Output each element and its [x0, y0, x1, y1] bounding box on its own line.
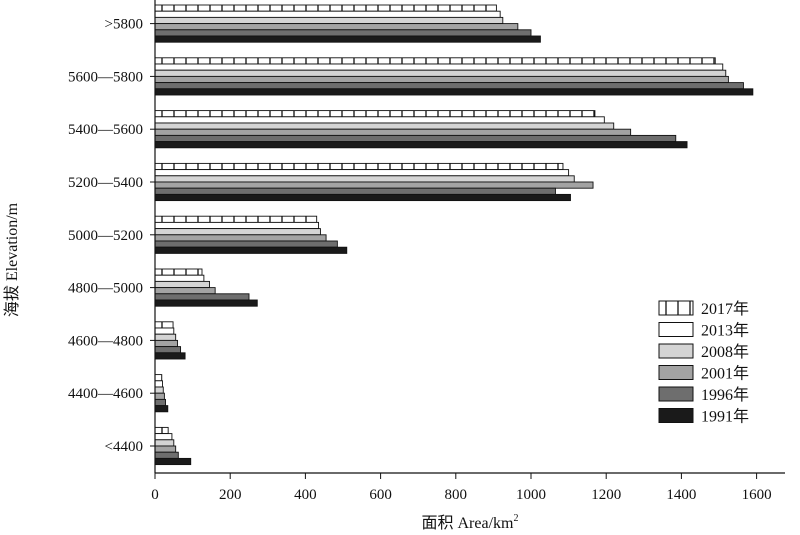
bar-1991年-5000—5200 [154, 246, 348, 254]
bar-1991年-4600—4800 [154, 352, 186, 360]
bar-1991年-5600—5800 [154, 88, 754, 96]
bar-2017年-5200—5400 [154, 162, 564, 171]
bar-1991年-5200—5400 [154, 193, 571, 202]
category-labels: >5800 5600—5800 5400—5600 5200—5400 5000—520… [68, 17, 155, 455]
bar-2001年-4600—4800 [154, 339, 179, 348]
bar-1991年-4800—5000 [154, 299, 258, 307]
category-label: <4400 [105, 439, 143, 455]
bar-2017年-4600—4800 [154, 321, 174, 329]
bar-2001年-5200—5400 [154, 181, 594, 189]
category-label: 5600—5800 [68, 69, 143, 85]
bar-2001年-5600—5800 [154, 75, 729, 84]
category-label: 4800—5000 [68, 281, 143, 297]
bar-1991年-4400—4600 [154, 405, 169, 413]
x-tick-label: 1400 [666, 487, 696, 503]
bar-1996年-5000—5200 [154, 240, 338, 248]
bar-2017年-5000—5200 [154, 215, 318, 223]
bar-2013年->5800 [154, 10, 501, 18]
bar-2001年->5800 [154, 23, 519, 31]
x-tick-label: 800 [445, 487, 468, 503]
x-tick-label: 0 [151, 487, 159, 503]
bar-2017年->5800 [154, 4, 497, 12]
bar-1991年-<4400 [154, 457, 192, 466]
legend-label: 1996年 [701, 386, 749, 404]
bar-2013年-5600—5800 [154, 63, 724, 71]
legend-label: 2013年 [701, 322, 749, 340]
bar-1996年-5600—5800 [154, 82, 744, 90]
bar-2013年-4800—5000 [154, 274, 205, 282]
bar-1991年->5800 [154, 35, 541, 43]
legend-swatch [658, 408, 694, 423]
x-axis-title: 面积 Area/km2 [422, 513, 519, 532]
category-label: 5400—5600 [68, 122, 143, 138]
bar-2017年-5600—5800 [154, 57, 716, 65]
bar-1996年-4400—4600 [154, 398, 166, 407]
bar-2013年-4600—4800 [154, 327, 175, 335]
y-axis-title: 海拔 Elevation/m [3, 202, 21, 317]
legend-label: 2008年 [701, 343, 749, 361]
bar-2017年-5400—5600 [154, 110, 596, 118]
bar-1996年-5200—5400 [154, 187, 556, 195]
legend-swatch [658, 322, 694, 337]
bar-2008年->5800 [154, 16, 504, 25]
bar-2008年-5200—5400 [154, 175, 575, 183]
bar-1996年-4600—4800 [154, 346, 182, 354]
x-tick-label: 400 [294, 487, 317, 503]
legend-swatch [658, 300, 694, 316]
bar-2013年-5400—5600 [154, 116, 605, 124]
x-tick-label: 1200 [591, 487, 621, 503]
bar-2008年-4800—5000 [154, 280, 210, 289]
bar-1991年-5400—5600 [154, 141, 688, 149]
bar-2017年-4400—4600 [154, 374, 163, 382]
x-tick-label: 1600 [742, 487, 772, 503]
legend-swatch [658, 386, 694, 402]
bar-2001年-4800—5000 [154, 287, 216, 295]
bar-2008年-5600—5800 [154, 69, 727, 77]
x-tick-label: 200 [219, 487, 242, 503]
category-label: >5800 [105, 17, 143, 33]
bar-1996年-4800—5000 [154, 293, 250, 301]
bar-2017年-<4400 [154, 426, 169, 435]
x-tick-label: 1000 [516, 487, 546, 503]
category-label: 4600—4800 [68, 333, 143, 349]
bar-2008年-5000—5200 [154, 228, 321, 236]
x-ticks: 0 200 400 600 800 1000 1200 1400 1600 [151, 473, 772, 503]
bar-2013年-5200—5400 [154, 169, 570, 177]
bar-2013年-<4400 [154, 433, 173, 441]
legend-label: 1991年 [701, 408, 749, 426]
axes-layer [154, 0, 785, 474]
bar-2001年-5400—5600 [154, 128, 632, 136]
bars-layer [154, 4, 754, 466]
category-label: 5200—5400 [68, 175, 143, 191]
legend-swatch [658, 343, 694, 359]
category-label: 5000—5200 [68, 228, 143, 244]
bar-2008年-4600—4800 [154, 333, 177, 341]
x-tick-label: 600 [369, 487, 392, 503]
bar-1996年-5400—5600 [154, 134, 677, 143]
bar-2008年-<4400 [154, 439, 175, 447]
legend-label: 2017年 [701, 300, 749, 318]
bar-2008年-5400—5600 [154, 122, 615, 130]
bar-2013年-5000—5200 [154, 221, 320, 230]
bar-2001年-5000—5200 [154, 234, 327, 242]
category-label: 4400—4600 [68, 386, 143, 402]
bar-2008年-4400—4600 [154, 386, 164, 394]
legend-swatch [658, 365, 694, 380]
bar-2001年-4400—4600 [154, 392, 165, 400]
legend: 2017年 2013年 2008年 2001年 1996年 1991年 [658, 300, 749, 426]
bar-1996年->5800 [154, 29, 532, 37]
bar-2001年-<4400 [154, 445, 177, 453]
bar-2013年-4400—4600 [154, 380, 163, 388]
legend-label: 2001年 [701, 365, 749, 383]
bar-1996年-<4400 [154, 451, 179, 459]
bar-2017年-4800—5000 [154, 268, 203, 276]
